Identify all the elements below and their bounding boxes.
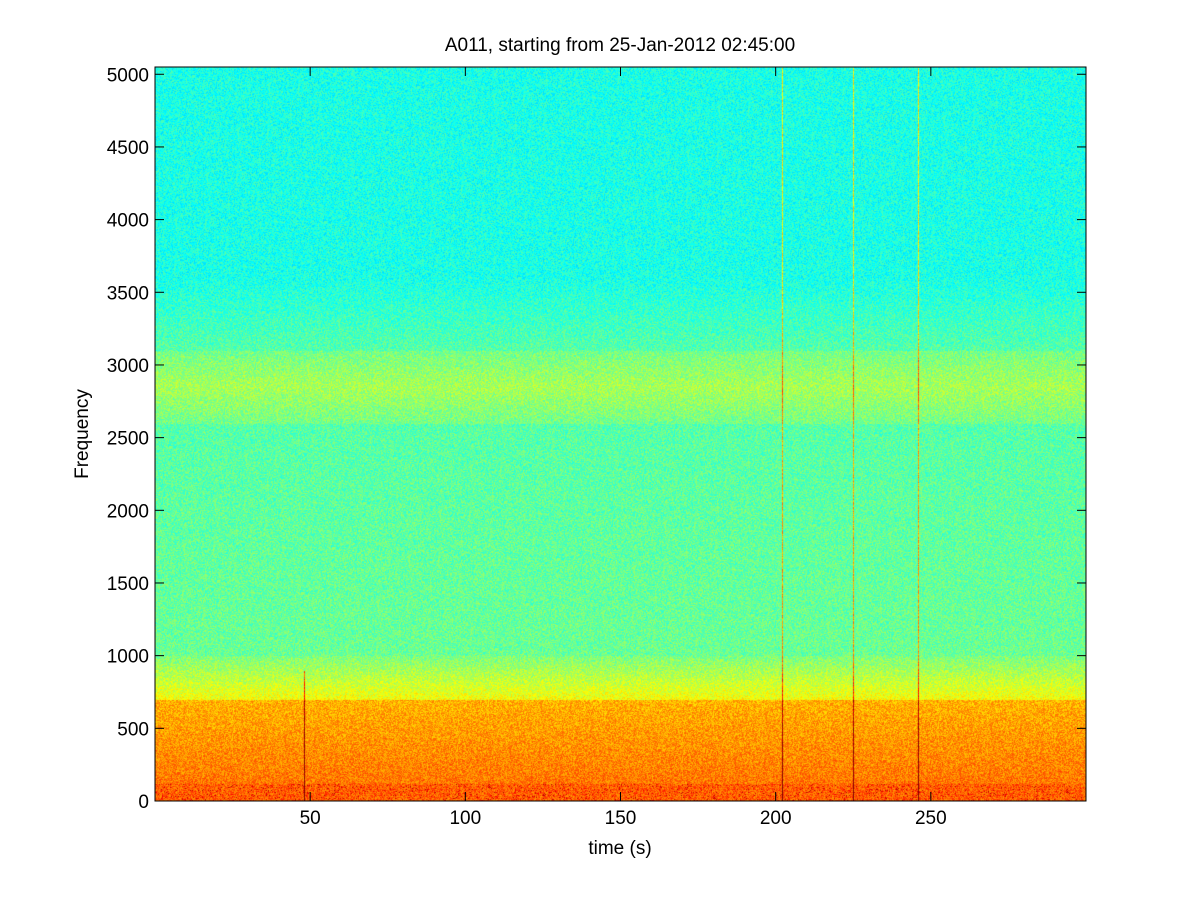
y-axis-ticks: 0 500 1000 1500 2000 2500 3000 3500 4000 4500 5000 bbox=[107, 65, 1086, 813]
y-tick-label: 4500 bbox=[107, 138, 149, 159]
y-tick-label: 3000 bbox=[107, 356, 149, 377]
y-tick-label: 3500 bbox=[107, 283, 149, 304]
y-tick-label: 2000 bbox=[107, 501, 149, 522]
spectrogram-plot-area bbox=[155, 67, 1086, 801]
x-tick-label: 200 bbox=[760, 808, 792, 829]
y-tick-label: 2500 bbox=[107, 429, 149, 450]
y-tick-label: 0 bbox=[138, 792, 149, 813]
x-axis-ticks: 50 100 150 200 250 bbox=[300, 67, 947, 829]
x-tick-label: 250 bbox=[915, 808, 947, 829]
chart-title: A011, starting from 25-Jan-2012 02:45:00 bbox=[445, 35, 795, 56]
x-tick-label: 150 bbox=[605, 808, 637, 829]
y-tick-label: 1500 bbox=[107, 574, 149, 595]
y-axis-label: Frequency bbox=[72, 389, 93, 479]
y-tick-label: 500 bbox=[117, 719, 149, 740]
x-axis-label: time (s) bbox=[588, 838, 651, 859]
x-tick-label: 100 bbox=[449, 808, 481, 829]
x-tick-label: 50 bbox=[300, 808, 321, 829]
y-tick-label: 1000 bbox=[107, 647, 149, 668]
y-tick-label: 5000 bbox=[107, 65, 149, 86]
y-tick-label: 4000 bbox=[107, 211, 149, 232]
